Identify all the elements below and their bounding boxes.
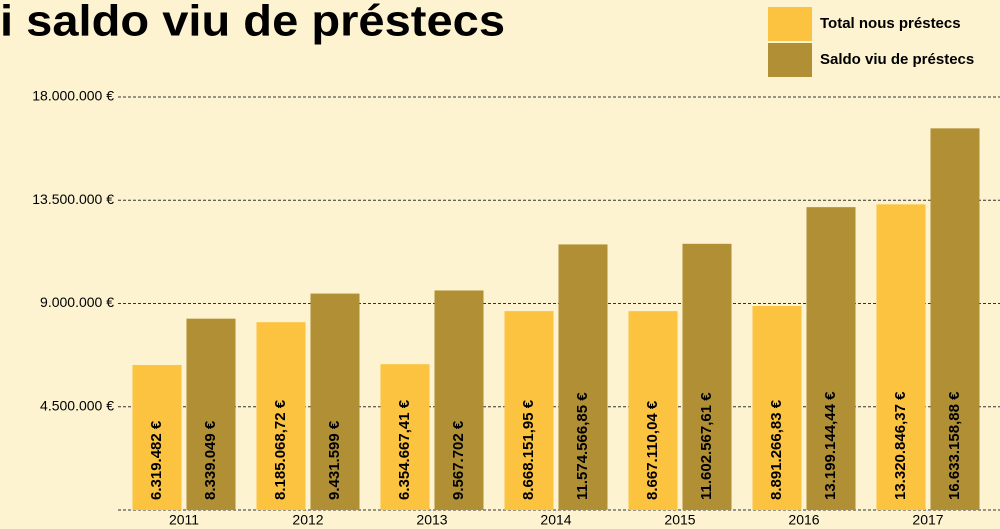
bar bbox=[876, 204, 926, 510]
bar bbox=[752, 305, 802, 510]
value-label: 9.567.702 € bbox=[450, 420, 467, 500]
value-label: 8.339.049 € bbox=[202, 420, 219, 500]
bar bbox=[186, 318, 236, 510]
x-tick-label: 2013 bbox=[416, 512, 447, 528]
bar bbox=[310, 293, 360, 510]
value-label: 16.633.158,88 € bbox=[946, 391, 963, 500]
legend-swatch bbox=[768, 43, 812, 77]
value-label: 6.319.482 € bbox=[148, 420, 165, 500]
x-tick-label: 2016 bbox=[788, 512, 819, 528]
bar bbox=[504, 311, 554, 510]
value-label: 13.320.846,37 € bbox=[892, 391, 909, 500]
x-tick-label: 2014 bbox=[540, 512, 571, 528]
y-tick-label: 9.000.000 € bbox=[40, 294, 114, 310]
legend-swatch bbox=[768, 7, 812, 41]
x-tick-label: 2011 bbox=[169, 512, 199, 528]
bar bbox=[806, 207, 856, 511]
value-label: 9.431.599 € bbox=[326, 420, 343, 500]
bar bbox=[682, 243, 732, 511]
bar bbox=[256, 322, 306, 510]
bar bbox=[380, 364, 430, 510]
y-tick-label: 18.000.000 € bbox=[32, 88, 114, 104]
bar bbox=[434, 290, 484, 510]
chart-title: i saldo viu de préstecs bbox=[0, 0, 505, 46]
bar bbox=[558, 244, 608, 511]
value-label: 8.185.068,72 € bbox=[272, 399, 289, 500]
bar bbox=[930, 128, 980, 511]
value-label: 8.891.266,83 € bbox=[768, 399, 785, 500]
value-label: 11.574.566,85 € bbox=[574, 392, 591, 500]
value-label: 6.354.667,41 € bbox=[396, 399, 413, 500]
legend-label: Total nous préstecs bbox=[820, 15, 961, 32]
bar bbox=[132, 365, 182, 510]
x-tick-label: 2017 bbox=[912, 512, 943, 528]
value-label: 13.199.144,44 € bbox=[822, 391, 839, 500]
value-label: 11.602.567,61 € bbox=[698, 392, 715, 500]
y-tick-label: 4.500.000 € bbox=[40, 397, 114, 413]
value-label: 8.667.110,04 € bbox=[644, 400, 661, 500]
x-tick-label: 2015 bbox=[664, 512, 695, 528]
bar bbox=[628, 311, 678, 510]
x-tick-label: 2012 bbox=[292, 512, 323, 528]
value-label: 8.668.151,95 € bbox=[520, 399, 537, 500]
legend-label: Saldo viu de préstecs bbox=[820, 51, 974, 68]
y-tick-label: 13.500.000 € bbox=[32, 191, 114, 207]
